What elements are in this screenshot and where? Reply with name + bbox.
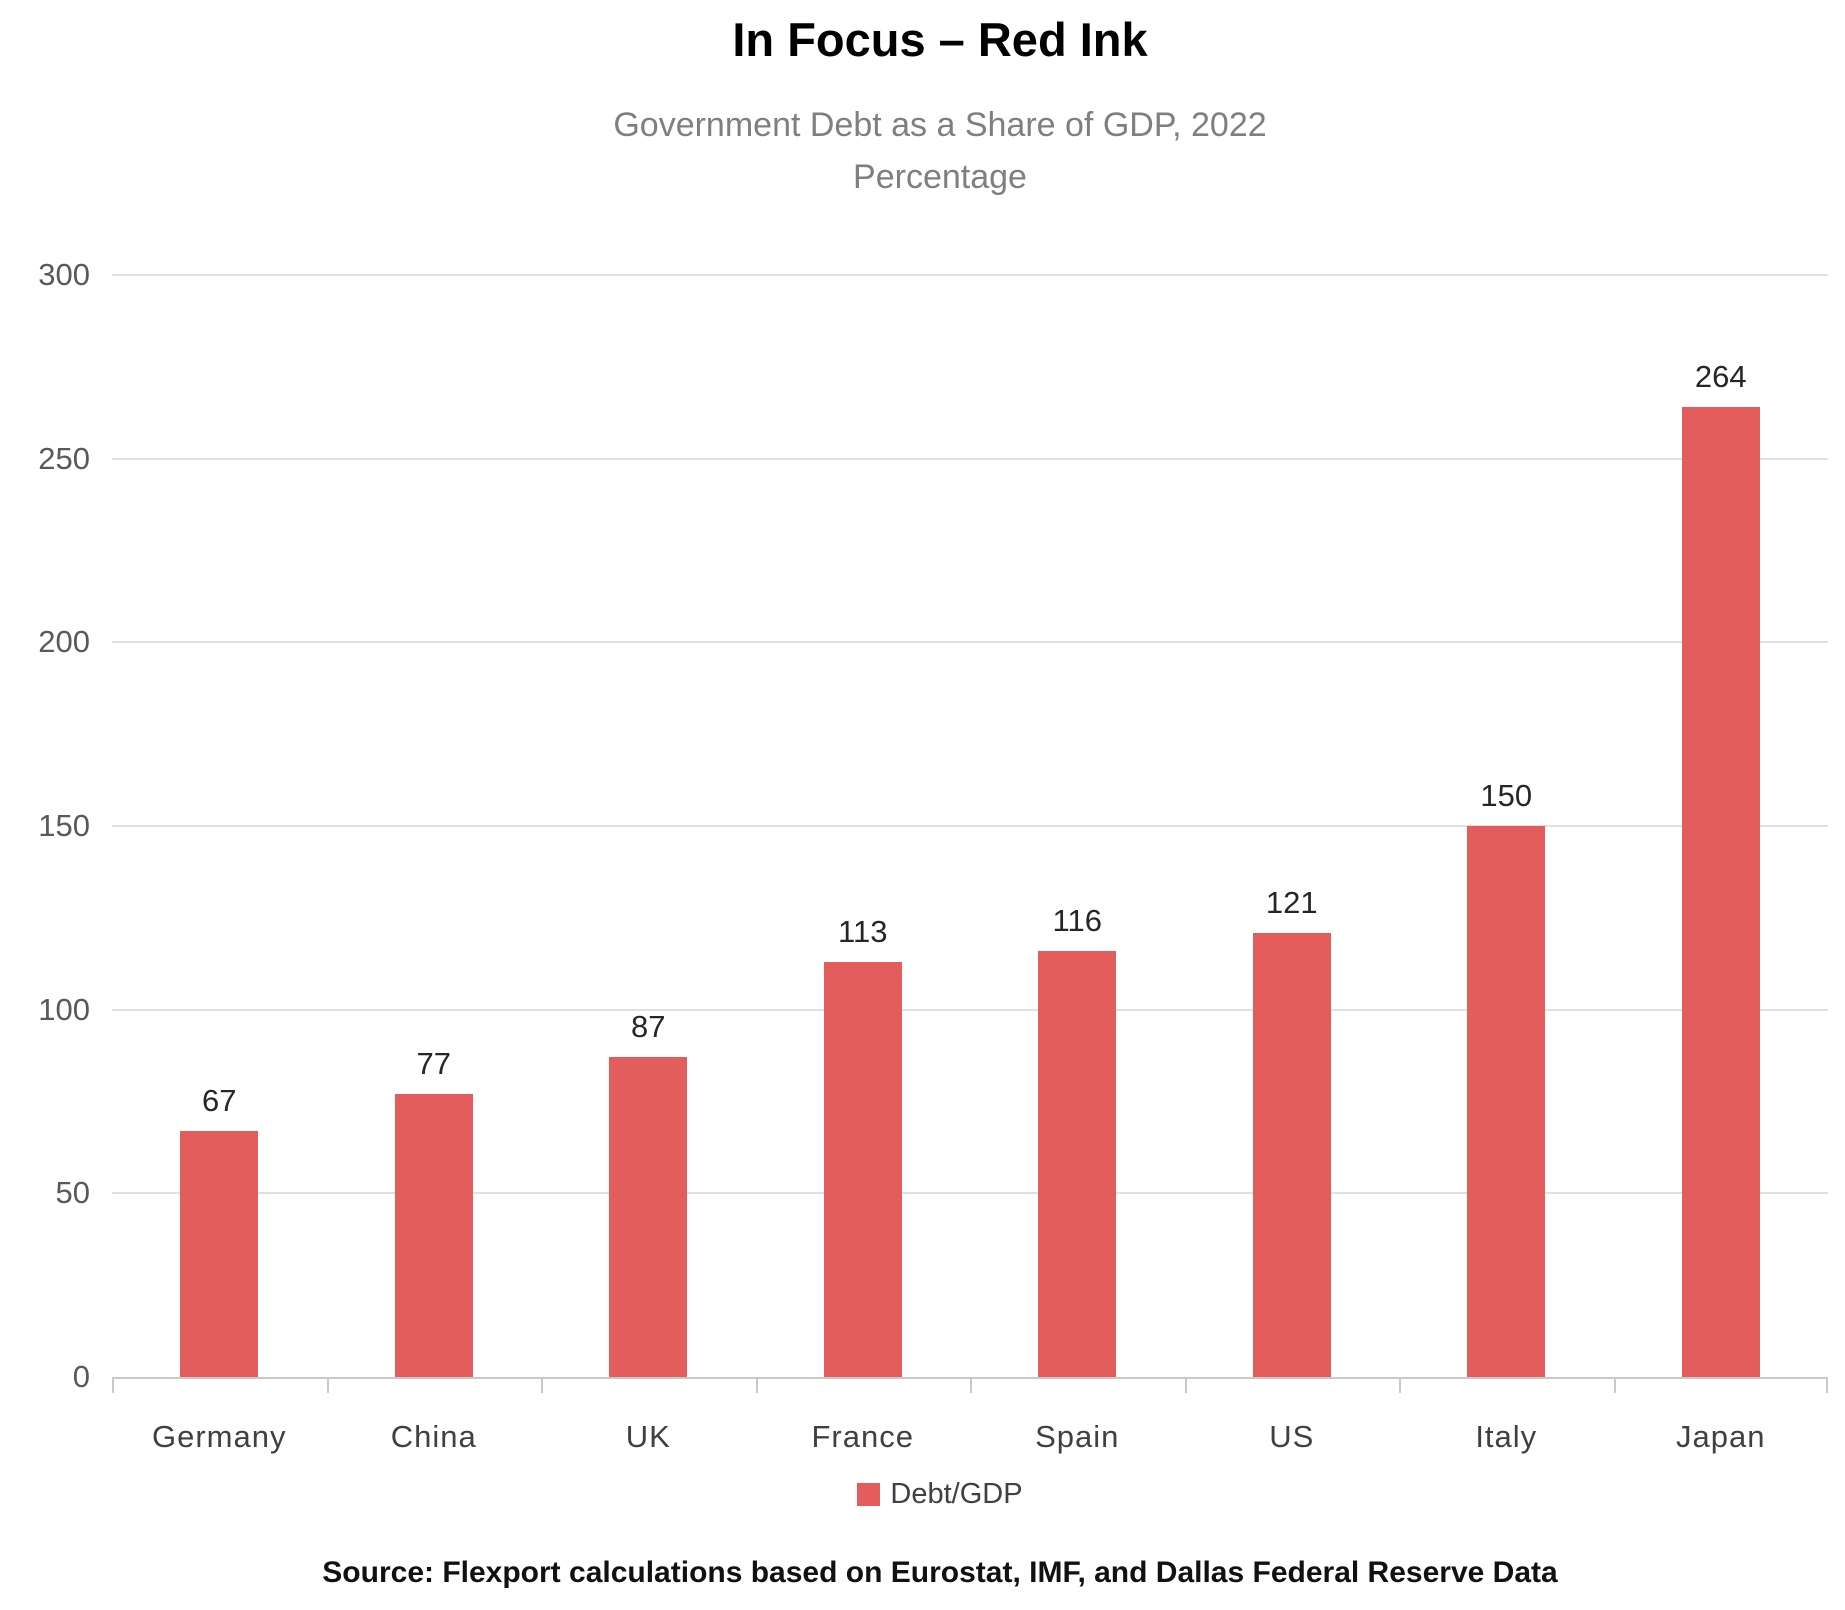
bar-value-label: 121: [1265, 884, 1318, 920]
legend-label: Debt/GDP: [890, 1478, 1023, 1510]
bar-value-label: 87: [631, 1009, 666, 1045]
gridline: [112, 274, 1828, 276]
x-axis-category-label: China: [390, 1419, 477, 1454]
gridline: [112, 1192, 1828, 1195]
bar-uk: [609, 1057, 688, 1377]
source-note: Source: Flexport calculations based on E…: [322, 1556, 1558, 1589]
x-axis-category-label: Spain: [1035, 1419, 1120, 1454]
x-axis-category-label: US: [1269, 1419, 1315, 1454]
y-axis-tick-label: 100: [38, 991, 90, 1027]
bar-value-label: 150: [1480, 778, 1533, 813]
legend-swatch: [857, 1483, 881, 1506]
bar-france: [823, 961, 902, 1377]
bar-value-label: 113: [838, 913, 888, 949]
y-axis-tick-label: 50: [55, 1175, 90, 1211]
y-axis-tick-label: 200: [38, 624, 90, 660]
x-axis-category-label: Germany: [152, 1419, 287, 1454]
x-axis-tick: [1613, 1377, 1616, 1393]
gridline: [112, 1008, 1828, 1011]
x-axis-tick: [755, 1377, 758, 1393]
y-axis-tick-label: 150: [38, 808, 90, 843]
y-axis-tick-label: 300: [38, 257, 90, 292]
legend-item: Debt/GDP: [857, 1478, 1023, 1511]
bar-value-label: 264: [1694, 359, 1747, 395]
x-axis-category-label: Japan: [1676, 1419, 1766, 1454]
bar-japan: [1681, 407, 1760, 1377]
x-axis-tick: [1826, 1377, 1828, 1393]
chart-title: In Focus – Red Ink: [732, 13, 1148, 66]
legend: Debt/GDP: [35, 1478, 1845, 1511]
chart-subtitle-unit: Percentage: [853, 158, 1027, 196]
y-axis-tick-label: 0: [72, 1359, 90, 1394]
x-axis-tick: [1399, 1377, 1401, 1393]
y-axis-tick-label: 250: [38, 440, 90, 476]
x-axis-category-label: France: [811, 1419, 914, 1454]
bar-value-label: 116: [1052, 902, 1102, 938]
bar-italy: [1467, 826, 1546, 1377]
x-axis-category-label: UK: [625, 1419, 671, 1454]
bar-germany: [180, 1130, 259, 1377]
gridline: [112, 641, 1828, 644]
x-axis-tick: [541, 1377, 543, 1393]
chart-subtitle: Government Debt as a Share of GDP, 2022: [613, 106, 1267, 144]
gridline: [112, 825, 1828, 827]
bar-us: [1252, 932, 1331, 1377]
gridline: [112, 457, 1828, 460]
x-axis-tick: [970, 1377, 972, 1393]
bar-spain: [1038, 950, 1117, 1377]
y-axis: 0 50 100 150 200 250 300: [0, 257, 90, 1394]
bar-china: [394, 1094, 473, 1377]
plot-area: 67 Germany 77 China 87 UK 113 France 116 Spain 121…: [112, 274, 1828, 1454]
x-axis-tick: [112, 1377, 114, 1393]
x-axis-tick: [1184, 1377, 1187, 1393]
x-axis-tick: [326, 1377, 329, 1393]
x-axis-category-label: Italy: [1475, 1419, 1538, 1454]
bar-value-label: 77: [416, 1046, 451, 1082]
bar-value-label: 67: [202, 1082, 237, 1118]
